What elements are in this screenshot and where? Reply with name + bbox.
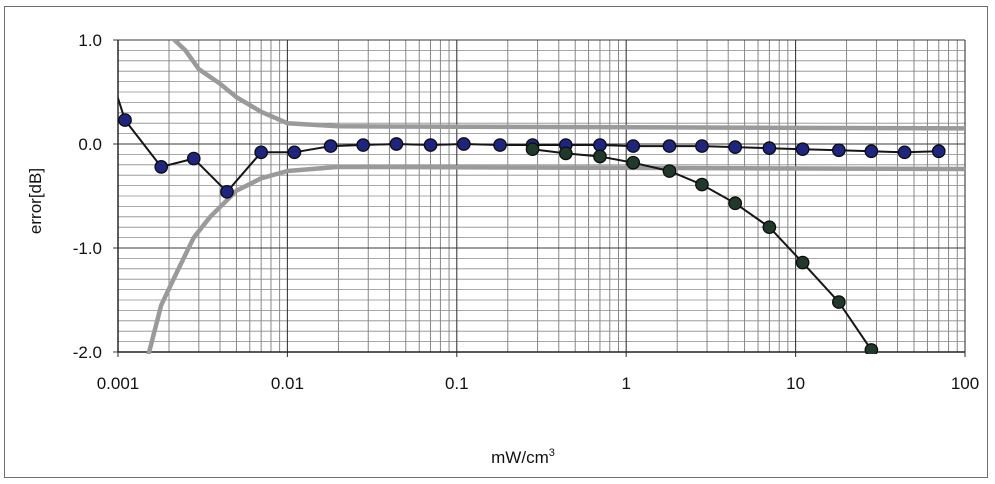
data-point <box>695 177 709 192</box>
data-point <box>593 149 607 164</box>
series-layer <box>118 40 965 354</box>
data-point <box>931 144 946 159</box>
data-point <box>695 139 709 153</box>
data-point <box>389 137 404 151</box>
data-point <box>525 142 540 157</box>
y-tick-label: -1.0 <box>73 239 102 258</box>
x-tick-label: 100 <box>951 374 979 393</box>
x-axis-title-superscript: 3 <box>549 447 555 459</box>
data-point <box>254 145 269 160</box>
chart-svg: 0.001 0.01 0.1 1 10 100 1.0 0.0 -1.0 -2.0 error[d… <box>26 31 979 467</box>
data-point <box>728 140 743 154</box>
data-point <box>154 160 169 174</box>
data-point <box>864 144 879 159</box>
limit-line <box>146 164 965 354</box>
tick-layer: 0.001 0.01 0.1 1 10 100 1.0 0.0 -1.0 -2.0 <box>73 31 979 393</box>
data-point <box>593 138 607 152</box>
x-tick-label: 0.1 <box>445 374 469 393</box>
data-point <box>864 343 879 354</box>
data-point <box>662 139 677 153</box>
y-tick-label: -2.0 <box>73 343 102 362</box>
data-point <box>626 155 641 170</box>
data-point <box>220 184 234 199</box>
data-point <box>186 151 201 166</box>
x-axis-title: mW/cm3 <box>491 447 555 467</box>
data-point <box>626 139 641 153</box>
x-tick-label: 0.01 <box>271 374 304 393</box>
data-point <box>287 145 302 160</box>
x-axis-title-text: mW/cm <box>491 448 549 467</box>
x-tick-label: 0.001 <box>97 374 140 393</box>
x-tick-label: 10 <box>786 374 805 393</box>
data-point <box>831 143 846 158</box>
y-tick-label: 1.0 <box>78 31 102 50</box>
data-point <box>897 145 912 160</box>
data-point <box>356 138 370 152</box>
data-point <box>423 138 438 152</box>
data-point <box>456 137 471 151</box>
data-point <box>662 164 677 178</box>
data-point <box>558 146 573 161</box>
chart-frame: 0.001 0.01 0.1 1 10 100 1.0 0.0 -1.0 -2.0 error[d… <box>4 6 988 478</box>
data-point <box>118 113 132 127</box>
y-tick-label: 0.0 <box>78 135 102 154</box>
data-point <box>728 196 743 211</box>
limit-line <box>171 40 965 131</box>
grid-major <box>113 39 966 357</box>
data-point <box>795 255 810 270</box>
y-axis-title: error[dB] <box>26 168 45 234</box>
data-point <box>795 142 810 157</box>
data-point <box>762 220 777 235</box>
x-tick-label: 1 <box>621 374 630 393</box>
data-point <box>323 139 338 153</box>
data-point <box>762 141 777 156</box>
data-point <box>831 295 846 309</box>
data-point <box>493 138 507 152</box>
